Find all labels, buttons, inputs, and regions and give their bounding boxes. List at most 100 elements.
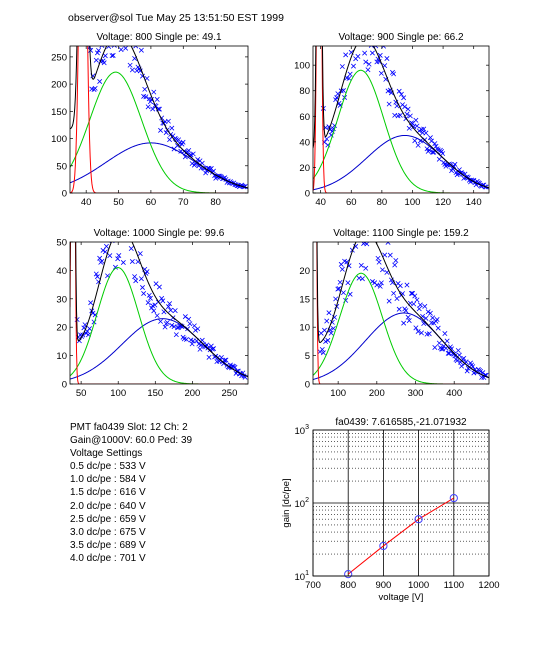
data-point [461,355,467,361]
y-tick-label: 100 [294,61,310,72]
data-point [394,296,400,302]
data-point [325,337,331,343]
x-tick-label: 100 [330,388,346,399]
data-point [145,300,151,306]
x-tick-label: 80 [377,197,388,208]
x-tick-label: 1000 [408,580,429,591]
data-point [138,276,144,282]
data-point [392,262,398,268]
data-point [417,302,423,308]
data-point [350,24,354,28]
data-point [405,314,411,320]
x-tick-label: 50 [76,388,87,399]
tick-exponent: 3 [305,424,309,431]
y-tick-label: 0 [305,380,310,391]
data-point [436,156,442,162]
y-tick-label: 50 [56,161,67,172]
data-point [365,19,369,23]
x-tick-label: 40 [81,197,92,208]
y-tick-label: 80 [299,86,310,97]
data-point [444,338,450,344]
y-tick-label: 20 [299,163,310,174]
data-point [128,217,132,221]
data-point [182,154,188,160]
data-point [138,47,144,53]
data-point [144,269,150,275]
data-point [330,325,336,331]
data-point [424,146,430,152]
data-point [414,123,420,129]
voltage-setting: 4.0 dc/pe : 701 V [70,552,146,564]
voltage-setting: 3.0 dc/pe : 675 V [70,526,146,538]
data-point [464,368,470,374]
data-point [154,313,160,319]
data-point [359,276,365,282]
data-point [432,344,438,350]
y-tick-label: 150 [51,107,67,118]
signal-fit-curve [313,272,489,384]
data-point [362,242,368,245]
data-point [133,278,139,284]
gain-fit-line [347,497,455,575]
plot-area [70,46,248,193]
data-point [404,111,410,117]
data-point [158,127,164,133]
data-point [433,143,439,149]
data-point [408,290,414,296]
data-point [114,218,118,222]
y-tick-label: 30 [56,294,67,305]
axes-frame [312,429,490,577]
y-tick-label: 50 [56,238,67,249]
data-point [398,91,404,97]
x-tick-label: 100 [110,388,126,399]
x-tick-label: 120 [435,197,451,208]
data-point [386,101,392,107]
data-point [426,147,432,153]
data-point [125,221,129,225]
tick-base: 10 [295,499,306,510]
data-point [186,316,192,322]
data-point [411,301,417,307]
y-tick-label: 101 [295,570,310,583]
data-point [377,283,383,289]
x-tick-label: 400 [446,388,462,399]
data-point [442,331,448,337]
data-point [190,151,196,157]
data-point [416,128,422,134]
data-point [401,320,407,326]
data-point [397,283,403,289]
y-tick-label: 15 [299,294,310,305]
data-point [176,137,182,143]
data-point [140,285,145,290]
data-point [439,346,445,352]
x-tick-label: 100 [405,197,421,208]
data-point [406,125,412,131]
data-point [452,353,458,359]
data-point [319,346,325,352]
data-point [129,67,135,73]
voltage-setting: 2.0 dc/pe : 640 V [70,500,146,512]
x-tick-label: 250 [222,388,238,399]
x-tick-label: 200 [184,388,200,399]
data-point [365,67,371,73]
data-point [123,46,129,51]
data-point [375,255,381,261]
data-point [360,24,364,28]
header-title: observer@sol Tue May 25 13:51:50 EST 199… [68,12,284,24]
data-point [366,61,372,67]
tick-exponent: 1 [305,570,309,577]
y-tick-label: 40 [299,137,310,148]
y-tick-label: 0 [305,189,310,200]
data-point [379,267,385,273]
panel-title: Voltage: 1100 Single pe: 159.2 [333,228,469,239]
data-point [150,106,156,112]
data-point [120,260,126,265]
data-point [102,249,108,255]
data-point [363,59,369,65]
data-point [93,271,99,277]
data-point [171,324,177,330]
data-point [154,96,160,102]
x-tick-label: 150 [147,388,163,399]
